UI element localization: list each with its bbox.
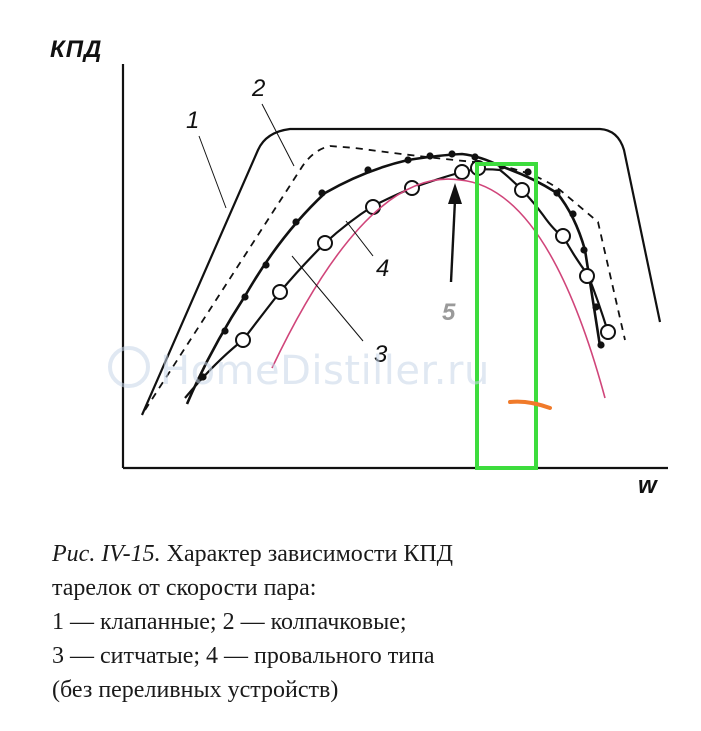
curve-4-marker bbox=[365, 199, 381, 215]
leader-3 bbox=[291, 255, 364, 342]
curve-3-marker bbox=[597, 341, 605, 349]
curve-3-marker bbox=[471, 153, 479, 161]
curve-4-marker bbox=[555, 228, 571, 244]
curve-3-marker bbox=[448, 150, 456, 158]
curve-3-marker bbox=[404, 156, 412, 164]
caption-line-5: (без переливных устройств) bbox=[52, 677, 339, 703]
caption-line-3: 1 — клапанные; 2 — колпачковые; bbox=[52, 609, 407, 635]
curve-4-marker bbox=[579, 268, 595, 284]
curve-3-marker bbox=[262, 261, 270, 269]
y-axis-label: КПД bbox=[50, 36, 103, 63]
curve-label-4: 4 bbox=[376, 255, 389, 282]
caption-line-2: тарелок от скорости пара: bbox=[52, 575, 317, 601]
watermark: HomeDistiller.ru bbox=[108, 346, 490, 394]
orange-mark bbox=[508, 399, 552, 410]
watermark-text: HomeDistiller.ru bbox=[160, 348, 490, 394]
curve-label-5: 5 bbox=[442, 299, 456, 326]
curve-3-marker bbox=[553, 189, 561, 197]
curve-3-marker bbox=[292, 218, 300, 226]
curve-3-marker bbox=[524, 168, 532, 176]
curve-4-marker bbox=[317, 235, 333, 251]
leader-2 bbox=[261, 103, 295, 167]
highlight-box bbox=[475, 162, 538, 470]
curve-3-sieve bbox=[185, 152, 602, 405]
caption-line-1: Рис. IV-15. Характер зависимости КПД bbox=[52, 537, 672, 571]
curve-4-marker bbox=[600, 324, 616, 340]
efficiency-chart: 1 2 3 4 5 КПД w HomeDistiller.ru bbox=[50, 36, 668, 499]
caption-title: Характер зависимости КПД bbox=[160, 541, 454, 567]
curve-label-1: 1 bbox=[186, 107, 199, 134]
curve-4-marker bbox=[235, 332, 251, 348]
curve-3-marker bbox=[426, 152, 434, 160]
curve-3-marker bbox=[241, 293, 249, 301]
curve-3-marker bbox=[592, 303, 600, 311]
curve-4-markers bbox=[235, 160, 616, 348]
curve-label-2: 2 bbox=[251, 75, 265, 102]
curve-4-marker bbox=[272, 284, 288, 300]
curve-4-marker bbox=[514, 182, 530, 198]
x-axis-label: w bbox=[638, 472, 657, 499]
arrow-up-icon bbox=[448, 183, 462, 283]
curve-4-marker bbox=[454, 164, 470, 180]
chart-canvas: 1 2 3 4 5 bbox=[121, 64, 668, 470]
curve-label-3: 3 bbox=[374, 341, 388, 368]
curve-3-marker bbox=[580, 246, 588, 254]
curve-3-marker bbox=[364, 166, 372, 174]
leader-1 bbox=[198, 135, 227, 209]
caption-line-4: 3 — ситчатые; 4 — провального типа bbox=[52, 643, 435, 669]
watermark-logo-icon bbox=[108, 346, 150, 388]
curve-1-valve bbox=[140, 127, 662, 416]
caption-figure-number: Рис. IV-15. bbox=[52, 541, 161, 567]
leader-4 bbox=[345, 220, 374, 257]
curve-3-marker bbox=[318, 189, 326, 197]
figure-caption: Рис. IV-15. Характер зависимости КПД тар… bbox=[52, 537, 672, 707]
pink-reference-curve bbox=[271, 178, 606, 399]
curve-3-marker bbox=[569, 210, 577, 218]
curve-3-marker bbox=[221, 327, 229, 335]
